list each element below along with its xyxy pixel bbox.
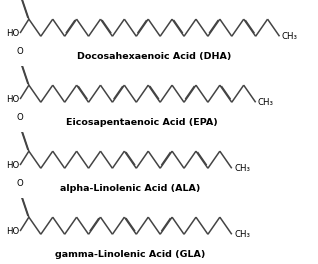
Text: HO: HO [6,227,19,235]
Text: Eicosapentaenoic Acid (EPA): Eicosapentaenoic Acid (EPA) [66,118,218,127]
Text: HO: HO [6,95,19,103]
Text: CH₃: CH₃ [234,164,250,173]
Text: O: O [17,114,24,122]
Text: gamma-Linolenic Acid (GLA): gamma-Linolenic Acid (GLA) [55,250,205,259]
Text: O: O [17,48,24,56]
Text: HO: HO [6,161,19,169]
Text: Docosahexaenoic Acid (DHA): Docosahexaenoic Acid (DHA) [77,52,232,61]
Text: CH₃: CH₃ [282,32,298,41]
Text: HO: HO [6,29,19,37]
Text: alpha-Linolenic Acid (ALA): alpha-Linolenic Acid (ALA) [60,184,201,193]
Text: O: O [17,180,24,188]
Text: CH₃: CH₃ [258,98,274,107]
Text: CH₃: CH₃ [234,230,250,239]
